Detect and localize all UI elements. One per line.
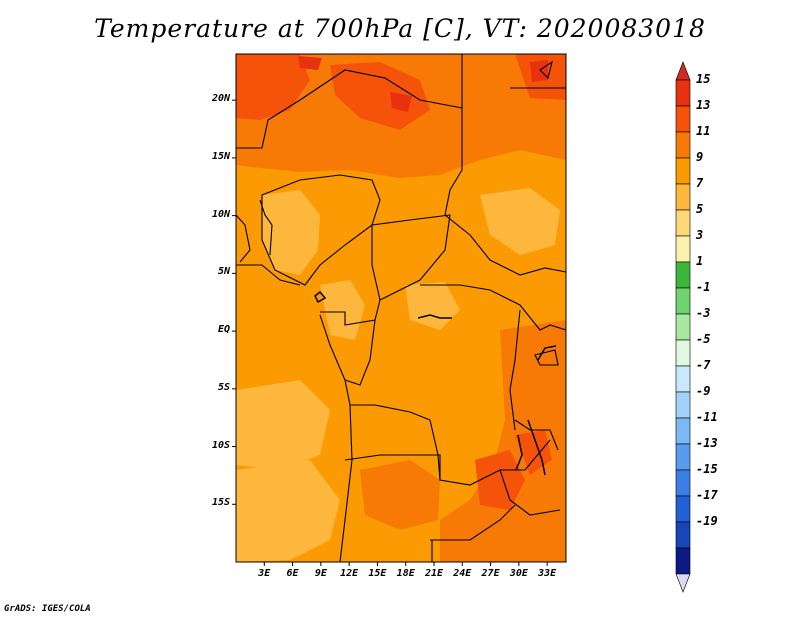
y-tick-label: 5S: [217, 381, 230, 393]
x-axis-ticks: [263, 562, 548, 566]
colorbar-swatch: [675, 521, 691, 549]
y-tick-label: 15S: [211, 497, 230, 509]
colorbar-swatch: [675, 79, 691, 107]
field-patch-hot-3: [530, 60, 548, 82]
x-tick-label: 9E: [314, 568, 327, 579]
field-warm-east: [440, 320, 566, 562]
colorbar-label: 7: [696, 176, 704, 190]
field-patch-hot-2: [390, 92, 412, 112]
colorbar-swatch: [675, 105, 691, 133]
field-cool-atlantic: [236, 380, 330, 470]
colorbar-swatch: [675, 365, 691, 393]
x-tick-label: 21E: [424, 568, 444, 579]
colorbar-swatch: [675, 313, 691, 341]
field-cool-sudan: [480, 188, 560, 255]
y-tick-label: 20N: [211, 93, 230, 105]
field-cool-sw: [236, 460, 340, 562]
colorbar-label: -11: [696, 410, 718, 424]
y-tick-label: EQ: [217, 324, 230, 336]
x-tick-label: 3E: [258, 568, 271, 579]
colorbar-label: 11: [696, 124, 711, 138]
y-tick-label: 5N: [217, 266, 230, 278]
colorbar-label: -3: [696, 306, 711, 320]
colorbar-label: 13: [696, 98, 711, 112]
colorbar-label: -1: [696, 280, 711, 294]
x-tick-label: 30E: [509, 568, 528, 579]
lakes: [314, 290, 557, 476]
colorbar-swatch: [675, 339, 691, 367]
field-warm-angola: [360, 460, 440, 530]
colorbar-swatch: [675, 157, 691, 185]
colorbar-label: 1: [696, 254, 704, 268]
field-patch-n: [330, 62, 430, 130]
colorbar-swatch: [675, 469, 691, 497]
colorbar-label: -17: [696, 488, 718, 502]
x-tick-label: 27E: [481, 568, 500, 579]
colorbar-min-arrow: [675, 573, 691, 593]
colorbar-swatch: [675, 547, 691, 575]
field-cool-nigeria: [262, 190, 320, 275]
colorbar: [675, 61, 691, 593]
colorbar-swatch: [675, 287, 691, 315]
x-tick-label: 12E: [340, 568, 359, 579]
colorbar-swatch: [675, 261, 691, 289]
map-frame: [235, 53, 567, 563]
country-borders: [236, 54, 566, 562]
colorbar-label: 3: [696, 228, 704, 242]
x-tick-label: 24E: [453, 568, 472, 579]
colorbar-swatch: [675, 209, 691, 237]
colorbar-max-arrow: [675, 61, 691, 81]
colorbar-swatch: [675, 131, 691, 159]
colorbar-swatch: [675, 443, 691, 471]
y-tick-label: 15N: [211, 150, 230, 162]
field-cool-gabon: [320, 280, 365, 340]
colorbar-label: -19: [696, 514, 718, 528]
field-hot-zambia: [475, 450, 525, 510]
x-tick-label: 33E: [538, 568, 557, 579]
colorbar-swatch: [675, 417, 691, 445]
colorbar-label: -15: [696, 462, 718, 476]
colorbar-label: 9: [696, 150, 704, 164]
colorbar-label: 15: [696, 72, 711, 86]
y-tick-label: 10S: [211, 439, 230, 451]
colorbar-label: -5: [696, 332, 711, 346]
colorbar-swatch: [675, 183, 691, 211]
x-tick-label: 15E: [368, 568, 387, 579]
colorbar-label: 5: [696, 202, 704, 216]
colorbar-swatch: [675, 235, 691, 263]
colorbar-label: -9: [696, 384, 711, 398]
temperature-field: [236, 54, 566, 562]
colorbar-swatch: [675, 391, 691, 419]
field-patch-hot-1: [298, 56, 322, 70]
y-tick-label: 10N: [211, 208, 230, 220]
footer-credit: GrADS: IGES/COLA: [4, 604, 91, 614]
map-title: Temperature at 700hPa [C], VT: 202008301…: [94, 14, 706, 43]
colorbar-label: -7: [696, 358, 711, 372]
x-tick-label: 6E: [286, 568, 299, 579]
x-tick-label: 18E: [396, 568, 415, 579]
colorbar-swatch: [675, 495, 691, 523]
y-axis-ticks: [232, 99, 236, 505]
field-patch-nw: [236, 54, 310, 120]
colorbar-label: -13: [696, 436, 718, 450]
